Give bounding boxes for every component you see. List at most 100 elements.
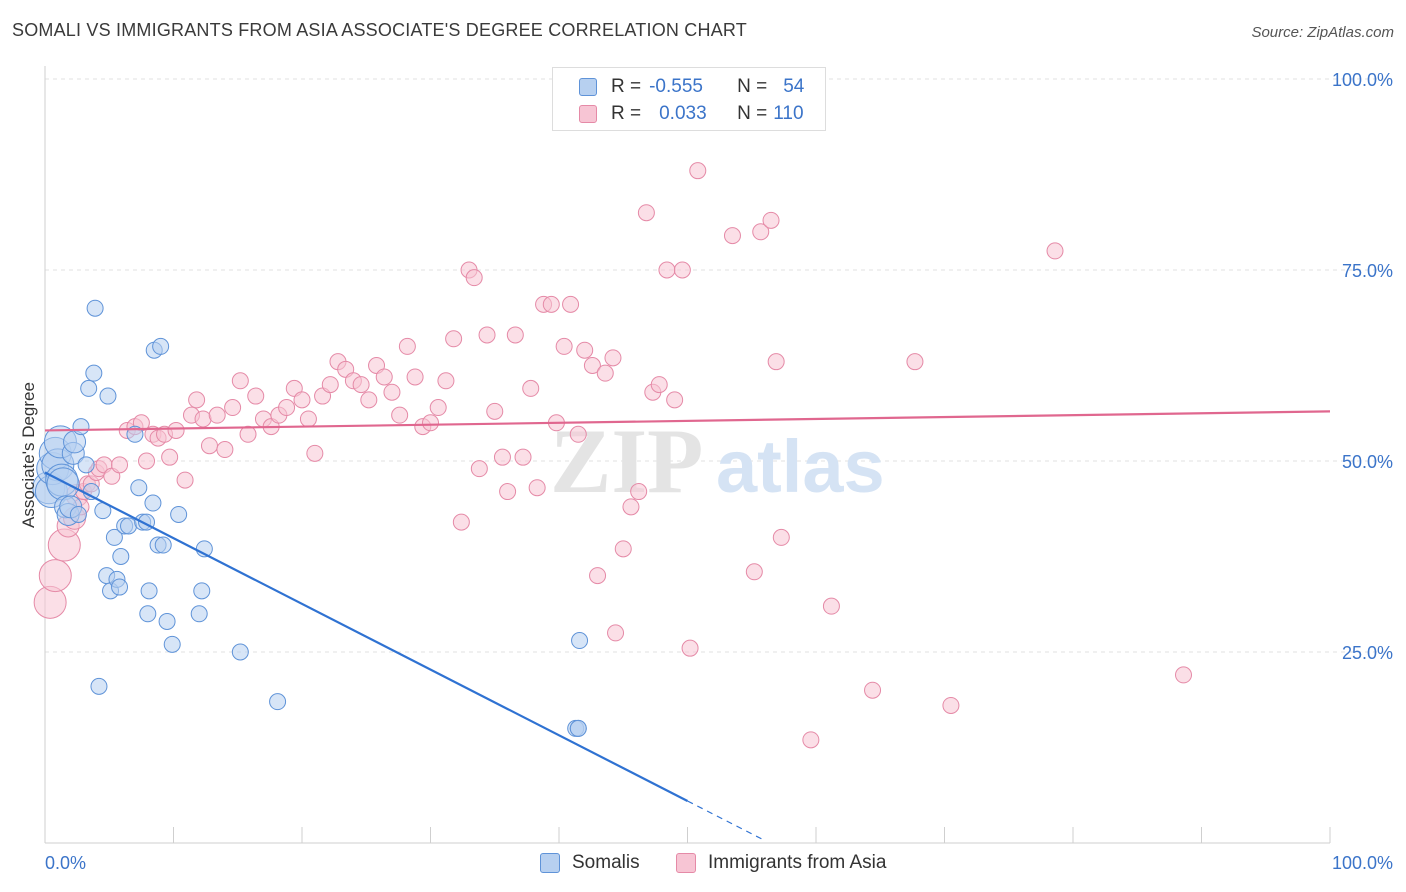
asia-point bbox=[398, 337, 416, 355]
somali-point bbox=[46, 467, 80, 501]
asia-point bbox=[622, 498, 640, 516]
asia-point bbox=[752, 223, 770, 241]
asia-point bbox=[522, 379, 540, 397]
asia-point bbox=[942, 696, 960, 714]
asia-point bbox=[470, 460, 488, 478]
asia-point bbox=[111, 456, 129, 474]
trend-lines bbox=[44, 410, 1331, 841]
asia-point bbox=[802, 731, 820, 749]
somali-point bbox=[170, 505, 188, 523]
asia-point bbox=[637, 204, 655, 222]
asia-point bbox=[188, 391, 206, 409]
bottom-legend-swatch-asia bbox=[676, 853, 696, 873]
asia-point bbox=[194, 410, 212, 428]
somali-point bbox=[90, 677, 108, 695]
y-axis-title: Associate's Degree bbox=[19, 382, 38, 528]
axis-labels: 25.0% 50.0% 75.0% 100.0% 0.0% 100.0% bbox=[45, 70, 1393, 873]
legend-r-label: R = bbox=[611, 103, 642, 124]
asia-point bbox=[666, 391, 684, 409]
asia-point bbox=[208, 406, 226, 424]
legend-row-somalis: R = -0.555 N = 54 bbox=[579, 75, 804, 99]
asia-point bbox=[422, 414, 439, 432]
asia-trend-line bbox=[44, 410, 1331, 432]
asia-point bbox=[216, 441, 234, 459]
asia-point bbox=[589, 567, 607, 585]
somali-points bbox=[32, 299, 589, 737]
asia-point bbox=[542, 295, 560, 313]
legend-swatch-somalis bbox=[579, 78, 597, 96]
somali-point bbox=[140, 582, 158, 600]
legend-row-asia: R = 0.033 N = 110 bbox=[579, 102, 804, 126]
gridlines bbox=[45, 78, 1392, 653]
asia-point bbox=[375, 368, 393, 386]
asia-point bbox=[478, 326, 496, 344]
asia-point bbox=[465, 269, 483, 287]
asia-point bbox=[745, 563, 763, 581]
asia-point bbox=[247, 387, 265, 405]
somali-trend-line bbox=[44, 471, 689, 802]
chart-title: SOMALI VS IMMIGRANTS FROM ASIA ASSOCIATE… bbox=[12, 20, 747, 40]
asia-point bbox=[445, 330, 463, 348]
asia-point bbox=[352, 376, 370, 394]
asia-point bbox=[767, 353, 785, 371]
legend-r-label: R = bbox=[611, 76, 642, 97]
somali-point bbox=[72, 418, 90, 436]
legend-swatch-asia bbox=[579, 105, 597, 123]
legend-r-value: -0.555 bbox=[649, 76, 703, 97]
somali-point bbox=[152, 337, 170, 355]
asia-point bbox=[596, 364, 614, 382]
somali-point bbox=[86, 299, 104, 317]
asia-point bbox=[822, 597, 840, 615]
somali-point bbox=[120, 517, 138, 535]
somali-point bbox=[190, 605, 208, 623]
x-tick-label-1: 100.0% bbox=[1332, 853, 1393, 873]
asia-point bbox=[514, 448, 532, 466]
asia-point bbox=[555, 337, 573, 355]
asia-point bbox=[200, 437, 218, 455]
somali-point bbox=[111, 578, 129, 596]
x-tick-label-0: 0.0% bbox=[45, 853, 86, 873]
somali-point bbox=[130, 479, 148, 497]
asia-point bbox=[278, 399, 296, 417]
somali-point bbox=[85, 364, 103, 382]
asia-point bbox=[506, 326, 524, 344]
somali-point bbox=[231, 643, 249, 661]
source-label: Source: ZipAtlas.com bbox=[1251, 24, 1394, 41]
asia-point bbox=[391, 406, 409, 424]
asia-point bbox=[864, 681, 882, 699]
watermark-atlas: atlas bbox=[716, 425, 885, 508]
legend-n-label: N = bbox=[737, 76, 768, 97]
somali-point bbox=[154, 536, 172, 554]
legend-n-value: 110 bbox=[773, 103, 804, 124]
asia-point bbox=[604, 349, 622, 367]
asia-point bbox=[224, 399, 242, 417]
asia-point bbox=[38, 559, 72, 593]
asia-point bbox=[486, 402, 504, 420]
asia-point bbox=[576, 341, 594, 359]
asia-point bbox=[681, 639, 699, 657]
asia-point bbox=[239, 425, 257, 443]
legend-n-value: 54 bbox=[783, 76, 805, 97]
y-tick-label-0: 25.0% bbox=[1342, 643, 1393, 663]
asia-point bbox=[383, 383, 401, 401]
somali-point bbox=[99, 387, 117, 405]
asia-point bbox=[562, 295, 580, 313]
watermark-zip: ZIP bbox=[550, 410, 703, 512]
asia-point bbox=[437, 372, 455, 390]
asia-point bbox=[176, 471, 194, 489]
asia-point bbox=[360, 391, 378, 409]
somali-point bbox=[80, 379, 98, 397]
asia-point bbox=[583, 357, 601, 374]
bottom-legend-label-somalis: Somalis bbox=[572, 852, 640, 873]
somali-point bbox=[163, 635, 181, 653]
asia-point bbox=[138, 452, 156, 470]
asia-point bbox=[231, 372, 249, 390]
asia-point bbox=[723, 227, 741, 245]
y-tick-label-3: 100.0% bbox=[1332, 70, 1393, 90]
somali-point bbox=[158, 612, 176, 630]
somali-point bbox=[571, 632, 589, 650]
somali-point bbox=[105, 528, 123, 546]
bottom-legend-somalis: Somalis bbox=[540, 852, 640, 874]
asia-point bbox=[306, 444, 324, 462]
